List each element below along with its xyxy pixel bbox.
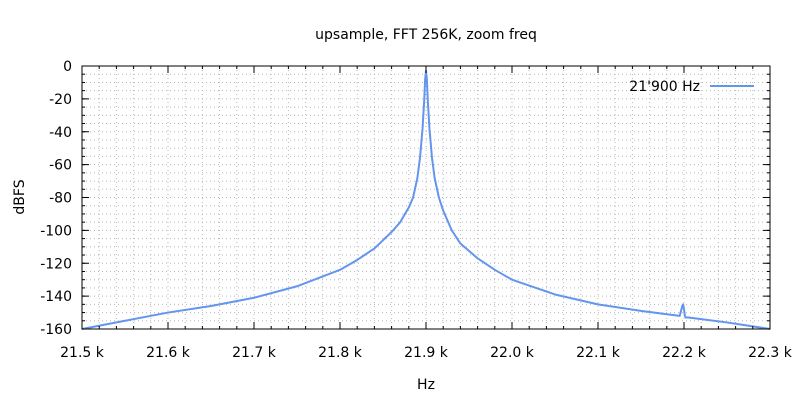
x-tick-labels: 21.5 k 21.6 k 21.7 k 21.8 k 21.9 k 22.0 k 22.1…: [60, 345, 793, 361]
x-tick-label: 22.0 k: [490, 345, 535, 361]
series-line: [81, 69, 771, 330]
y-tick-label: -140: [40, 289, 72, 305]
data-series: [81, 69, 771, 330]
y-tick-label: -60: [49, 158, 72, 174]
y-tick-label: -40: [49, 125, 72, 141]
legend-label: 21'900 Hz: [629, 79, 700, 95]
axis-ticks: [81, 65, 771, 330]
x-tick-label: 21.5 k: [60, 345, 105, 361]
chart-title: upsample, FFT 256K, zoom freq: [315, 27, 537, 43]
y-tick-label: 0: [63, 59, 72, 75]
y-tick-label: -100: [40, 223, 72, 239]
y-tick-label: -20: [49, 92, 72, 108]
x-tick-label: 21.8 k: [318, 345, 363, 361]
x-tick-label: 21.6 k: [146, 345, 191, 361]
y-tick-label: -80: [49, 191, 72, 207]
y-tick-label: -160: [40, 322, 72, 338]
y-tick-label: -120: [40, 256, 72, 272]
x-axis-title: Hz: [417, 377, 435, 393]
x-tick-label: 21.7 k: [232, 345, 277, 361]
x-tick-label: 21.9 k: [404, 345, 449, 361]
y-tick-labels: 0 -20 -40 -60 -80 -100 -120 -140 -160: [40, 59, 72, 338]
x-tick-label: 22.2 k: [662, 345, 707, 361]
x-tick-label: 22.1 k: [576, 345, 621, 361]
legend: 21'900 Hz: [629, 79, 754, 95]
x-tick-label: 22.3 k: [748, 345, 793, 361]
y-axis-title: dBFS: [12, 179, 28, 214]
grid-lines: [81, 65, 771, 330]
